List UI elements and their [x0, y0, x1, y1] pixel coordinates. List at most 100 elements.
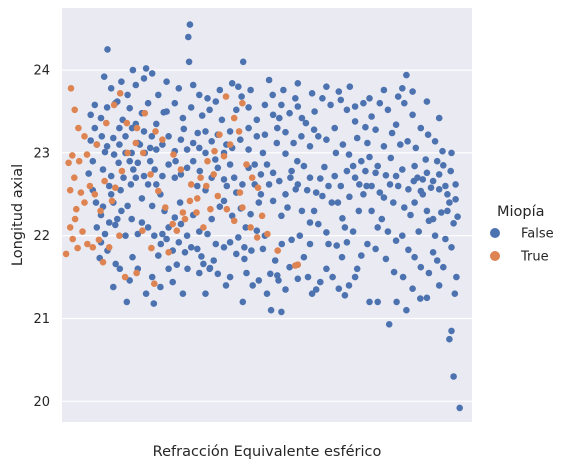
data-point-true: [194, 195, 201, 202]
data-point-false: [409, 285, 416, 293]
data-point-false: [382, 255, 390, 263]
data-point-false: [172, 157, 179, 165]
data-point-false: [399, 232, 406, 239]
data-point-false: [248, 247, 255, 254]
data-point-false: [181, 249, 189, 256]
data-point-false: [105, 182, 113, 190]
data-point-true: [133, 269, 140, 277]
data-point-false: [425, 269, 433, 277]
data-point-true: [118, 167, 126, 175]
data-point-false: [294, 157, 301, 165]
data-point-false: [206, 106, 213, 114]
data-point-false: [362, 123, 369, 131]
data-point-true: [220, 152, 228, 160]
data-point-false: [148, 133, 156, 140]
data-point-false: [419, 176, 427, 183]
data-point-false: [358, 252, 365, 259]
data-point-false: [273, 139, 281, 147]
data-point-false: [366, 95, 373, 102]
data-point-false: [415, 228, 423, 235]
data-point-true: [95, 236, 103, 244]
data-point-false: [345, 282, 353, 289]
data-point-true: [230, 114, 238, 122]
data-point-false: [126, 157, 133, 165]
data-point-false: [241, 244, 248, 251]
data-point-true: [66, 224, 74, 231]
data-point-true: [97, 207, 104, 215]
data-point-false: [92, 199, 100, 206]
data-point-false: [253, 227, 261, 234]
data-point-false: [323, 136, 330, 143]
data-point-false: [177, 136, 185, 143]
data-point-false: [107, 85, 115, 92]
data-point-false: [175, 239, 183, 246]
data-point-false: [346, 193, 353, 201]
data-point-false: [235, 234, 242, 241]
data-point-false: [202, 290, 209, 298]
data-point-false: [140, 75, 148, 82]
data-point-false: [442, 182, 449, 190]
data-point-true: [75, 157, 83, 165]
data-point-false: [397, 141, 404, 148]
data-point-false: [146, 144, 154, 152]
data-point-true: [103, 119, 110, 127]
data-point-false: [241, 255, 248, 263]
data-point-false: [300, 253, 308, 261]
legend-title: Miopía: [497, 204, 545, 220]
data-point-false: [411, 253, 418, 261]
data-point-false: [393, 298, 400, 306]
data-point-false: [255, 277, 263, 284]
data-point-false: [337, 96, 345, 104]
data-point-true: [69, 152, 76, 159]
data-point-false: [116, 141, 123, 148]
data-point-true: [222, 93, 230, 100]
data-point-false: [403, 306, 410, 314]
data-point-false: [427, 184, 435, 191]
data-point-true: [159, 136, 166, 143]
data-point-false: [435, 171, 443, 178]
data-point-false: [142, 65, 150, 72]
data-point-false: [115, 159, 122, 167]
data-point-false: [308, 290, 316, 298]
data-point-false: [226, 161, 234, 168]
data-point-false: [343, 167, 351, 175]
data-point-false: [97, 114, 105, 122]
data-point-true: [243, 161, 250, 168]
data-point-false: [157, 240, 165, 248]
data-point-false: [179, 290, 187, 298]
data-point-true: [133, 124, 141, 132]
data-point-false: [409, 111, 416, 119]
data-point-false: [146, 157, 154, 165]
y-tick-label: 21: [33, 312, 50, 327]
data-point-true: [75, 124, 82, 132]
data-point-false: [346, 83, 354, 90]
data-point-false: [444, 191, 451, 198]
data-point-false: [392, 172, 400, 180]
data-point-false: [212, 240, 220, 248]
data-point-false: [122, 232, 129, 239]
data-point-false: [448, 327, 455, 335]
data-point-false: [226, 239, 234, 246]
data-point-true: [139, 227, 146, 234]
data-point-false: [202, 149, 209, 157]
data-point-false: [275, 277, 282, 284]
legend-label-true: True: [520, 250, 549, 265]
data-point-false: [223, 182, 231, 190]
data-point-false: [319, 95, 326, 102]
data-point-false: [311, 108, 318, 115]
data-point-false: [247, 86, 254, 94]
data-point-false: [117, 186, 124, 194]
y-tick-label: 20: [33, 395, 50, 410]
data-point-true: [186, 197, 194, 205]
data-point-false: [165, 161, 172, 168]
data-point-false: [433, 257, 441, 264]
data-point-false: [317, 175, 324, 182]
data-point-false: [282, 128, 289, 136]
y-tick-label: 24: [33, 64, 50, 79]
data-point-false: [134, 159, 142, 167]
data-point-false: [226, 273, 234, 281]
data-point-true: [81, 133, 88, 140]
data-point-false: [265, 76, 273, 84]
data-point-false: [345, 151, 353, 158]
data-point-false: [245, 146, 252, 153]
